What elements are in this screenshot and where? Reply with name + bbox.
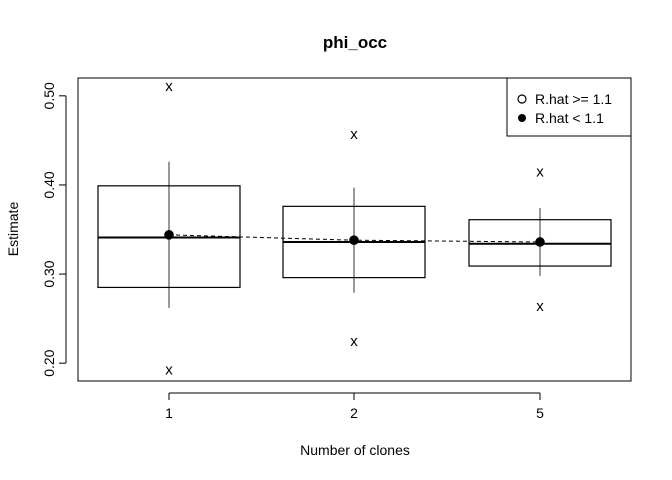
x-tick-label: 2 xyxy=(350,405,358,421)
x-tick-label: 1 xyxy=(165,405,173,421)
extreme-marker: x xyxy=(350,333,358,350)
plot-area: x x x x x x xyxy=(97,78,612,378)
y-axis-label: Estimate xyxy=(5,202,21,257)
y-tick-label: 0.50 xyxy=(41,82,57,109)
x-tick-label: 5 xyxy=(536,405,544,421)
y-tick-label: 0.30 xyxy=(41,260,57,287)
extreme-marker: x xyxy=(350,126,358,143)
extreme-marker: x xyxy=(165,361,173,378)
legend-open-circle-icon xyxy=(517,94,527,104)
plot-frame xyxy=(77,77,632,382)
legend-box xyxy=(506,77,632,137)
y-axis: 0.20 0.30 0.40 0.50 xyxy=(41,82,67,377)
legend-entry-rhat-high: R.hat >= 1.1 xyxy=(535,91,612,107)
legend: R.hat >= 1.1 R.hat < 1.1 xyxy=(506,77,632,137)
x-axis: 1 2 5 xyxy=(165,392,544,421)
y-tick-label: 0.20 xyxy=(41,349,57,376)
chart-title: phi_occ xyxy=(323,33,387,52)
y-tick-label: 0.40 xyxy=(41,171,57,198)
extreme-marker: x xyxy=(536,298,544,315)
extreme-marker: x xyxy=(536,164,544,181)
estimate-point xyxy=(349,235,359,245)
legend-entry-rhat-low: R.hat < 1.1 xyxy=(535,110,604,126)
x-axis-label: Number of clones xyxy=(300,442,410,458)
extreme-marker: x xyxy=(165,78,173,95)
legend-filled-circle-icon xyxy=(518,114,526,122)
estimate-point xyxy=(535,237,545,247)
estimate-point xyxy=(164,230,174,240)
